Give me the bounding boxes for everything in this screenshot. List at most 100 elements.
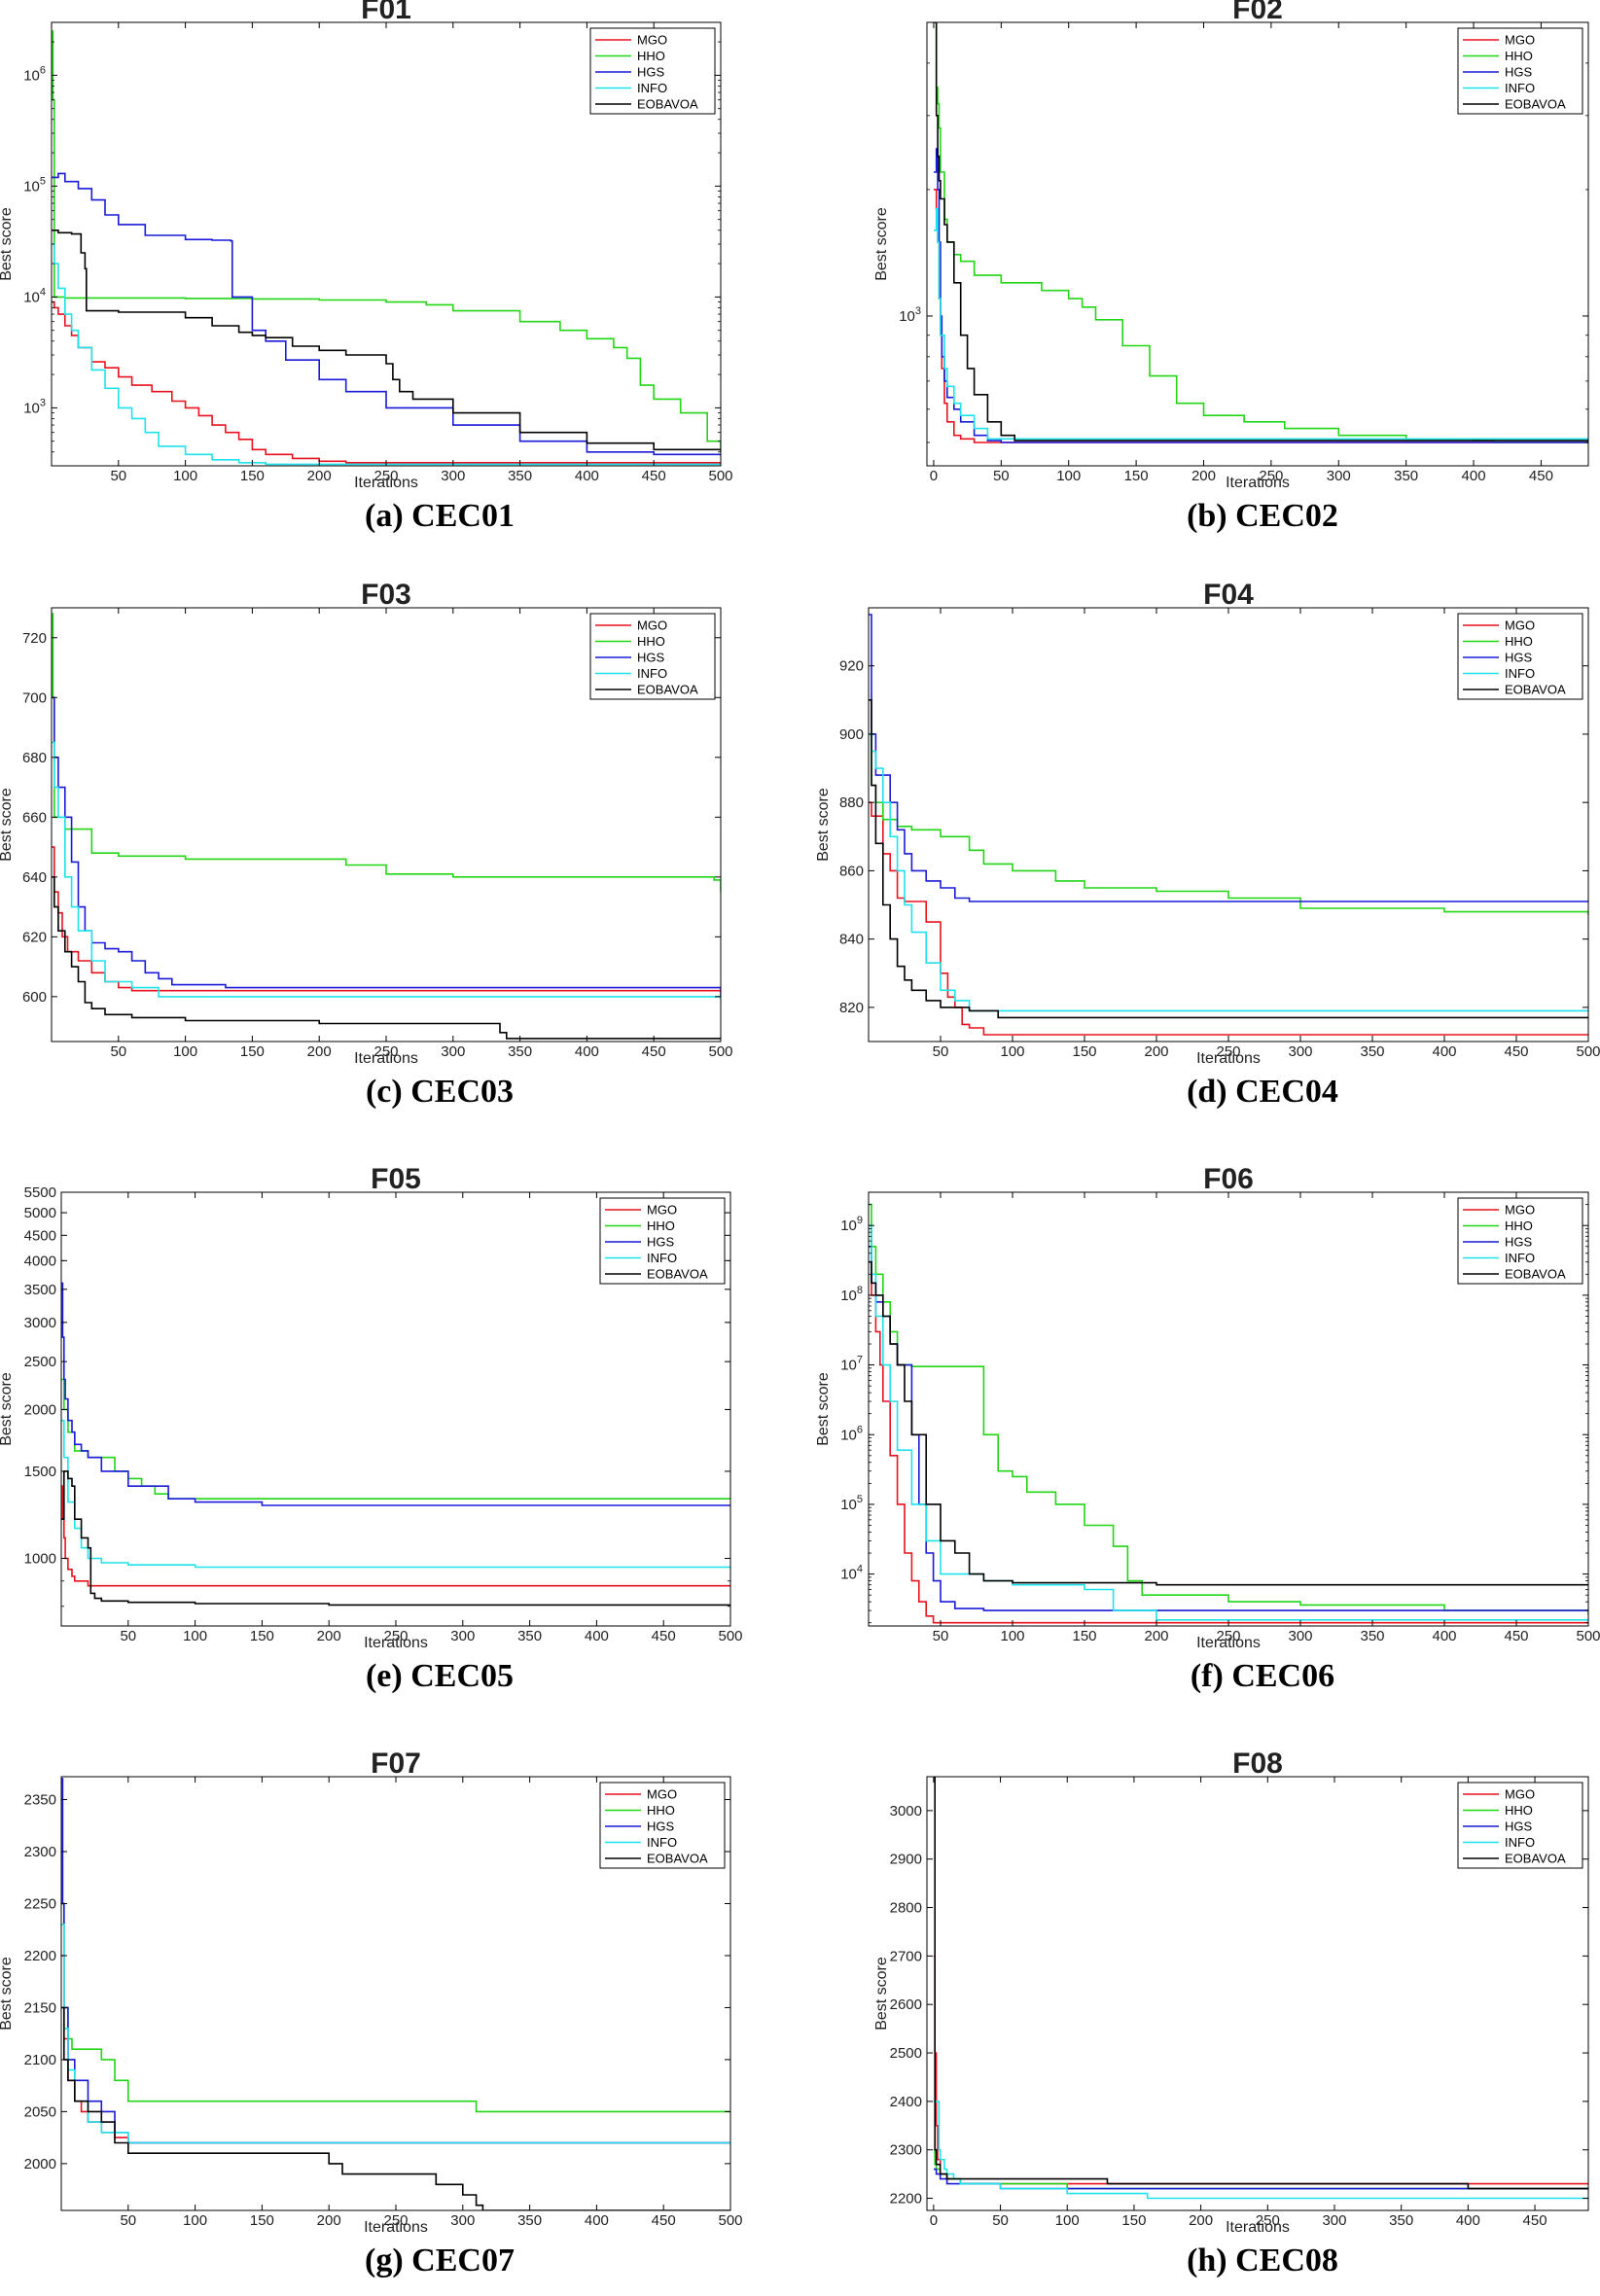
- x-tick-label: 400: [575, 1043, 599, 1060]
- x-tick-label: 500: [708, 468, 732, 484]
- y-tick-label: 1500: [24, 1464, 56, 1480]
- panel-caption: (e) CEC05: [366, 1658, 514, 1694]
- chart-panel-1: F01 (a) CEC01 Iterations Best score 50 100 150…: [0, 0, 733, 534]
- legend-label-hho: HHO: [1505, 1219, 1533, 1233]
- legend-label-hgs: HGS: [647, 1235, 675, 1250]
- y-tick-label: 2600: [890, 1996, 922, 2013]
- series-line-eobavoa: [61, 2006, 730, 2210]
- y-tick-base: 10: [840, 1567, 857, 1583]
- legend-label-hho: HHO: [637, 49, 665, 63]
- x-tick-label: 450: [1504, 1043, 1528, 1060]
- series-group: [61, 1778, 730, 2210]
- series-line-hgs: [869, 1246, 1588, 1611]
- y-tick-label: 5500: [24, 1184, 56, 1201]
- legend-label-hgs: HGS: [647, 1819, 675, 1834]
- y-tick-label: 104: [840, 1564, 863, 1583]
- series-line-hho: [869, 733, 1588, 916]
- x-tick-label: 200: [317, 1628, 341, 1644]
- legend-label-hgs: HGS: [1505, 651, 1533, 665]
- legend-label-hgs: HGS: [1505, 1819, 1533, 1834]
- x-tick-label: 350: [1389, 2212, 1413, 2229]
- x-tick-label: 450: [642, 468, 666, 484]
- legend-label-info: INFO: [1505, 81, 1535, 95]
- legend-label-info: INFO: [637, 666, 667, 681]
- legend-label-eobavoa: EOBAVOA: [647, 1852, 708, 1866]
- panel-caption: (g) CEC07: [365, 2243, 515, 2278]
- chart-title: F07: [371, 1748, 421, 1780]
- chart-panel-3: F03 (c) CEC03 Iterations Best score 50 100 150…: [0, 579, 733, 1110]
- series-line-mgo: [52, 846, 721, 992]
- x-tick-label: 50: [120, 1628, 136, 1644]
- x-axis-label: Iterations: [354, 1050, 418, 1067]
- series-line-eobavoa: [869, 1260, 1588, 1586]
- y-tick-exponent: 5: [857, 1494, 863, 1505]
- series-line-info: [52, 243, 721, 466]
- series-line-mgo: [61, 1955, 730, 2144]
- series-line-eobavoa: [52, 876, 721, 1040]
- x-tick-label: 150: [240, 1043, 265, 1060]
- x-tick-label: 350: [517, 2212, 542, 2229]
- y-tick-label: 700: [22, 689, 47, 706]
- x-tick-label: 200: [1191, 468, 1216, 484]
- y-tick-label: 3500: [24, 1282, 56, 1298]
- y-tick-label: 2300: [890, 2142, 922, 2159]
- series-line-mgo: [933, 189, 1588, 443]
- series-line-hgs: [933, 148, 1588, 443]
- legend-label-info: INFO: [637, 81, 667, 95]
- x-tick-label: 50: [992, 2212, 1009, 2229]
- y-tick-exponent: 3: [915, 305, 921, 317]
- legend-label-info: INFO: [1505, 666, 1535, 681]
- x-tick-label: 400: [585, 1628, 609, 1644]
- chart-panel-4: F04 (d) CEC04 Iterations Best score 50 100 150…: [815, 579, 1600, 1110]
- x-tick-label: 450: [1523, 2212, 1547, 2229]
- y-tick-base: 10: [840, 1427, 857, 1443]
- x-tick-label: 100: [183, 1628, 207, 1644]
- x-tick-label: 0: [930, 468, 938, 484]
- y-tick-label: 2000: [24, 2156, 56, 2172]
- legend-label-mgo: MGO: [1505, 1787, 1535, 1802]
- x-tick-label: 150: [250, 2212, 274, 2229]
- x-tick-label: 200: [317, 2212, 341, 2229]
- x-tick-label: 50: [110, 468, 126, 484]
- x-tick-label: 200: [1144, 1628, 1168, 1644]
- x-tick-label: 150: [1121, 2212, 1146, 2229]
- y-tick-label: 2350: [24, 1792, 56, 1809]
- y-tick-label: 103: [899, 305, 921, 325]
- y-axis-label: Best score: [0, 1957, 15, 2031]
- x-tick-label: 500: [1576, 1628, 1600, 1644]
- y-tick-label: 920: [839, 658, 864, 675]
- y-tick-label: 5000: [24, 1205, 56, 1221]
- y-tick-label: 2300: [24, 1844, 56, 1860]
- x-tick-label: 500: [708, 1043, 732, 1060]
- chart-panel-2: F02 (b) CEC02 Iterations Best score 0 50 100 15…: [873, 0, 1589, 534]
- x-axis-label: Iterations: [364, 2219, 428, 2236]
- y-tick-label: 2400: [890, 2094, 922, 2110]
- y-tick-base: 10: [23, 178, 40, 194]
- y-tick-exponent: 8: [857, 1285, 863, 1296]
- series-line-hho: [869, 1203, 1588, 1615]
- y-tick-base: 10: [23, 400, 40, 416]
- x-tick-label: 200: [1144, 1043, 1168, 1060]
- y-axis-label: Best score: [815, 788, 832, 862]
- series-group: [869, 1203, 1588, 1624]
- legend-label-eobavoa: EOBAVOA: [1505, 97, 1566, 112]
- series-line-eobavoa: [933, 22, 1588, 442]
- y-axis-label: Best score: [0, 207, 15, 281]
- x-tick-label: 450: [652, 1628, 676, 1644]
- y-tick-exponent: 6: [40, 64, 46, 76]
- y-tick-label: 107: [840, 1355, 863, 1374]
- y-tick-base: 10: [23, 67, 40, 84]
- x-axis-label: Iterations: [364, 1635, 428, 1651]
- panel-caption: (d) CEC04: [1187, 1074, 1338, 1110]
- y-axis-label: Best score: [0, 1372, 15, 1446]
- x-tick-label: 350: [508, 1043, 532, 1060]
- series-group: [52, 30, 721, 466]
- y-tick-label: 680: [22, 750, 47, 766]
- y-tick-exponent: 3: [40, 397, 46, 408]
- legend-box: [589, 613, 716, 700]
- x-tick-label: 400: [1432, 1628, 1456, 1644]
- series-line-mgo: [869, 1260, 1588, 1624]
- x-tick-label: 400: [585, 2212, 609, 2229]
